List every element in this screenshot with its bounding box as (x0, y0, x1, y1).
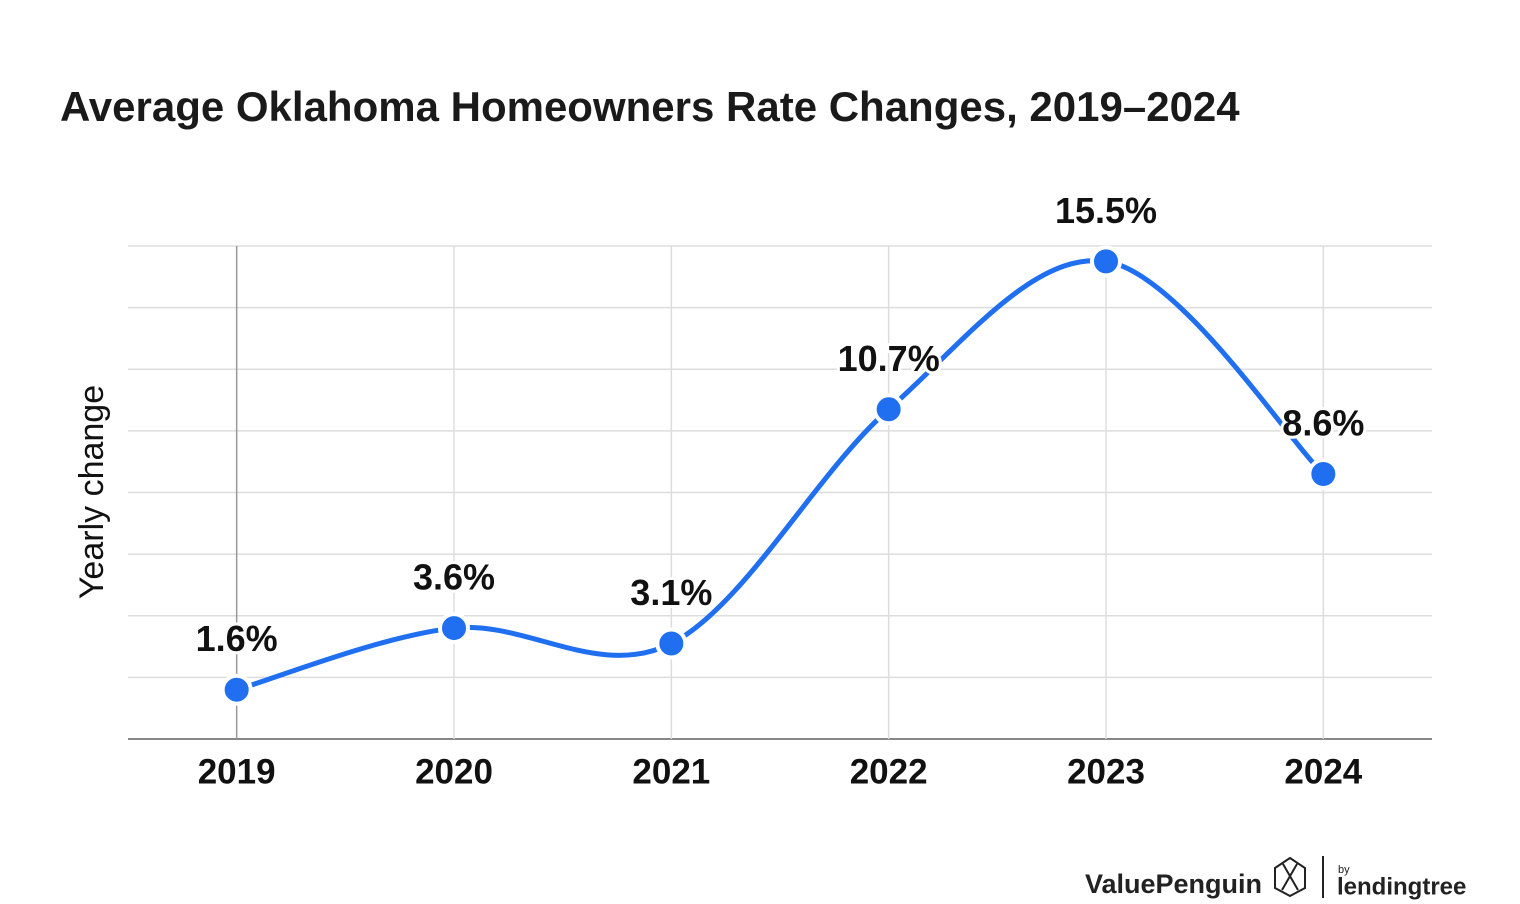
x-tick-label: 2021 (632, 752, 710, 791)
x-tick-label: 2024 (1284, 752, 1362, 791)
line (235, 258, 1326, 693)
point (655, 627, 688, 660)
point (1090, 245, 1122, 278)
x-tick-label: 2019 (198, 752, 276, 791)
data-label: 8.6% (1282, 403, 1364, 444)
data-label: 10.7% (838, 338, 940, 379)
brand-icon (1274, 856, 1306, 898)
chart-title: Average Oklahoma Homeowners Rate Changes… (60, 83, 1240, 130)
data-label: 15.5% (1055, 190, 1157, 231)
point (438, 612, 470, 645)
partner-prefix: by (1338, 864, 1350, 876)
x-tick-label: 2022 (850, 752, 928, 791)
footer-logo: ValuePenguin by lendingtree (1085, 856, 1466, 900)
partner: lendingtree (1337, 873, 1466, 900)
x-tick-label: 2020 (415, 752, 493, 791)
brand: ValuePenguin (1085, 869, 1262, 899)
point (872, 393, 905, 426)
data-label: 3.6% (413, 557, 495, 598)
data-label: 1.6% (196, 618, 278, 659)
point (1307, 458, 1340, 491)
point (220, 673, 253, 706)
x-tick-label: 2023 (1067, 752, 1145, 791)
data-label: 3.1% (630, 572, 712, 613)
y-axis-label: Yearly change (73, 385, 111, 599)
